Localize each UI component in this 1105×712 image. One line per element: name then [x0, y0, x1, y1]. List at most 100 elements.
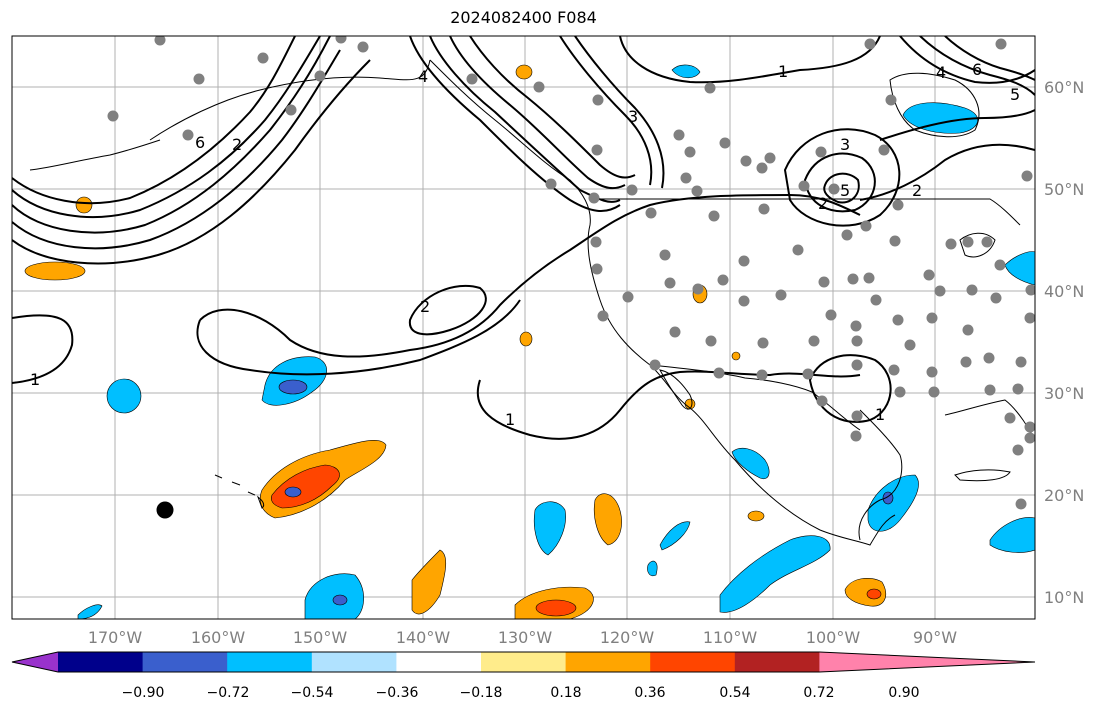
lat-label: 50°N [1044, 180, 1084, 199]
lat-label: 20°N [1044, 486, 1084, 505]
contour-3-ridge [559, 36, 653, 186]
contour-jet-d [469, 36, 636, 179]
cool-anomaly-caribbean [989, 517, 1035, 553]
contour-label: 1 [30, 370, 40, 389]
colorbar-segment [142, 652, 228, 672]
lon-label: 160°W [191, 628, 246, 647]
contour-label: 1 [875, 405, 885, 424]
contour-label: 4 [936, 63, 946, 82]
longitude-labels: 170°W 160°W 150°W 140°W 130°W 120°W 110°… [88, 628, 957, 647]
hawaii-islands [214, 474, 265, 509]
contour-label: 5 [840, 181, 850, 200]
us-mexico-border [649, 364, 861, 431]
north-america-west-coast [429, 59, 896, 546]
colorbar-outline [11, 651, 1036, 673]
cool-anomaly-east-pacific [719, 535, 831, 613]
strong-warm-south-2 [535, 599, 577, 617]
contour-6-ne [944, 36, 1035, 81]
colorbar-label: −0.18 [460, 685, 503, 701]
contour-trough-e [12, 36, 296, 205]
contour-5-low [823, 172, 860, 204]
contour-3-low [783, 128, 901, 227]
cool-core-ne-pacific [278, 379, 308, 395]
contour-label: 1 [505, 410, 515, 429]
warm-anomaly-west-2 [75, 196, 93, 214]
anomaly-shading [24, 64, 1035, 619]
contour-1-north [619, 36, 881, 84]
colorbar-segment [650, 652, 736, 672]
baja-california [659, 369, 693, 410]
contour-ridge-e [574, 36, 665, 189]
contour-label: 3 [628, 107, 638, 126]
cool-core-hawaii [284, 486, 302, 498]
contour-lines [12, 36, 1035, 440]
colorbar-label: 0.90 [888, 685, 919, 701]
colorbar-segment [311, 652, 397, 672]
lat-label: 40°N [1044, 282, 1084, 301]
contour-label: 5 [1010, 85, 1020, 104]
contour-jet-a [409, 36, 621, 212]
latitude-labels: 60°N 50°N 40°N 30°N 20°N 10°N [1044, 78, 1084, 607]
contour-2-inner [196, 299, 521, 376]
colorbar-label: −0.36 [376, 685, 419, 701]
contour-label: 6 [972, 60, 982, 79]
cool-anomaly-baja [731, 447, 770, 480]
warm-anomaly-mexico-2 [731, 351, 741, 361]
lon-label: 90°W [913, 628, 957, 647]
contour-4-ne [899, 36, 1035, 84]
contour-label: 6 [195, 133, 205, 152]
cool-anomaly-north [671, 64, 701, 79]
great-lakes [959, 232, 996, 258]
colorbar-labels: −0.90 −0.72 −0.54 −0.36 −0.18 0.18 0.36 … [122, 685, 920, 701]
warm-anomaly-north [515, 64, 533, 80]
contour-trough-a [12, 36, 321, 219]
map-border [11, 35, 1036, 620]
contour-2-ridge [199, 193, 861, 358]
cool-core-south [332, 594, 348, 606]
lon-label: 130°W [498, 628, 553, 647]
gulf-coast [858, 409, 903, 541]
lon-label: 110°W [703, 628, 758, 647]
cool-anomaly-small [106, 378, 142, 414]
lon-label: 120°W [600, 628, 655, 647]
cuba [954, 469, 1011, 482]
warm-anomaly-south-1 [411, 549, 447, 615]
cool-anomaly-gulf [867, 474, 919, 532]
contour-3-north [879, 109, 1035, 141]
colorbar-label: 0.18 [550, 685, 581, 701]
contour-label: 1 [778, 62, 788, 81]
cool-anomaly-south [304, 573, 364, 619]
colorbar [11, 651, 1036, 673]
cool-anomaly-sw [77, 604, 103, 619]
contour-2-north [859, 143, 1035, 201]
colorbar-label: −0.72 [207, 685, 250, 701]
colorbar-segment [227, 652, 313, 672]
contour-jet-c [449, 36, 626, 190]
station-dots [107, 36, 1035, 510]
map-title: 2024082400 F084 [450, 8, 597, 27]
lon-label: 100°W [806, 628, 861, 647]
warm-anomaly-california [519, 331, 533, 347]
colorbar-label: 0.54 [719, 685, 750, 701]
aleutian-chain [29, 139, 161, 171]
colorbar-segment [565, 652, 651, 672]
colorbar-segment [734, 652, 820, 672]
colorbar-label: −0.90 [122, 685, 165, 701]
contour-1-east [477, 370, 861, 440]
warm-anomaly-coast [747, 510, 765, 522]
hudson-bay [889, 72, 980, 138]
contour-trough-b [12, 36, 331, 234]
cool-anomaly-great-lakes [1004, 251, 1035, 286]
contour-1-low [808, 354, 892, 423]
lat-label: 60°N [1044, 78, 1084, 97]
us-canada-border [590, 198, 1021, 226]
colorbar-segment [58, 652, 144, 672]
contour-trough-d [12, 59, 371, 265]
contour-label: 2 [818, 194, 828, 213]
colorbar-arrow-min [12, 652, 58, 672]
lat-label: 30°N [1044, 384, 1084, 403]
lon-label: 140°W [396, 628, 451, 647]
lon-label: 150°W [293, 628, 348, 647]
contour-labels: 1 1 1 1 2 2 2 2 3 3 4 4 5 5 6 6 [30, 60, 1020, 429]
